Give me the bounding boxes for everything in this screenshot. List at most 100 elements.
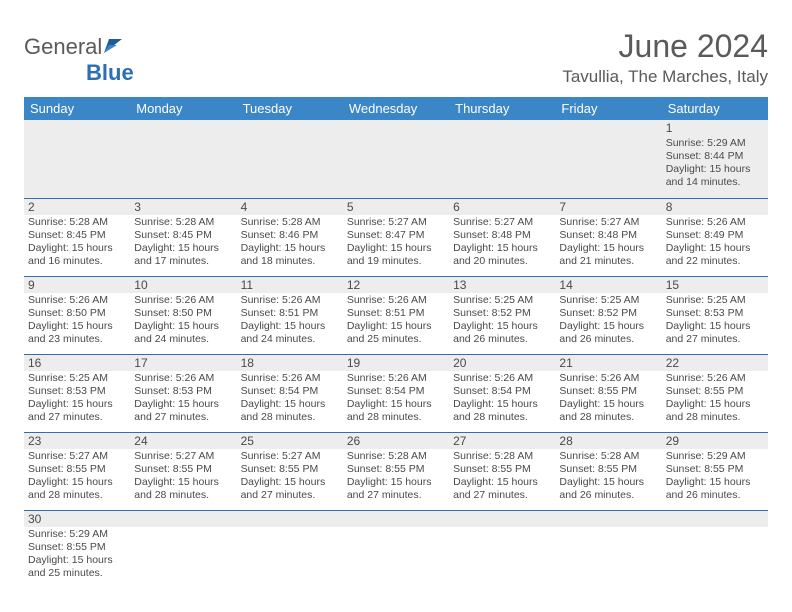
day-number: 29 [662,433,768,449]
daylight-line: Daylight: 15 hours and 20 minutes. [453,242,551,268]
sunrise-line: Sunrise: 5:26 AM [666,216,764,229]
day-cell: 25Sunrise: 5:27 AMSunset: 8:55 PMDayligh… [237,433,343,511]
day-header: Saturday [662,97,768,120]
day-cell: 17Sunrise: 5:26 AMSunset: 8:53 PMDayligh… [130,355,236,433]
sunset-line: Sunset: 8:45 PM [28,229,126,242]
sunset-line: Sunset: 8:52 PM [453,307,551,320]
sunrise-line: Sunrise: 5:28 AM [559,450,657,463]
sunrise-line: Sunrise: 5:25 AM [666,294,764,307]
sunrise-line: Sunrise: 5:27 AM [241,450,339,463]
day-cell: 7Sunrise: 5:27 AMSunset: 8:48 PMDaylight… [555,199,661,277]
day-number [237,511,343,527]
day-number: 12 [343,277,449,293]
day-number [24,120,130,198]
day-number: 27 [449,433,555,449]
sunset-line: Sunset: 8:51 PM [347,307,445,320]
day-content: Sunrise: 5:26 AMSunset: 8:49 PMDaylight:… [662,215,768,271]
day-cell [237,120,343,199]
day-number [449,120,555,198]
day-content: Sunrise: 5:25 AMSunset: 8:53 PMDaylight:… [662,293,768,349]
day-header: Wednesday [343,97,449,120]
sunrise-line: Sunrise: 5:27 AM [347,216,445,229]
day-cell: 13Sunrise: 5:25 AMSunset: 8:52 PMDayligh… [449,277,555,355]
sunset-line: Sunset: 8:54 PM [453,385,551,398]
sunset-line: Sunset: 8:48 PM [453,229,551,242]
sunset-line: Sunset: 8:55 PM [28,463,126,476]
day-cell: 12Sunrise: 5:26 AMSunset: 8:51 PMDayligh… [343,277,449,355]
day-cell: 18Sunrise: 5:26 AMSunset: 8:54 PMDayligh… [237,355,343,433]
day-content: Sunrise: 5:27 AMSunset: 8:48 PMDaylight:… [555,215,661,271]
logo-text-blue: Blue [86,60,134,85]
daylight-line: Daylight: 15 hours and 27 minutes. [666,320,764,346]
sunset-line: Sunset: 8:55 PM [453,463,551,476]
daylight-line: Daylight: 15 hours and 27 minutes. [241,476,339,502]
sunrise-line: Sunrise: 5:26 AM [134,294,232,307]
day-cell [130,511,236,589]
day-number: 9 [24,277,130,293]
sunset-line: Sunset: 8:53 PM [666,307,764,320]
sunrise-line: Sunrise: 5:29 AM [28,528,126,541]
day-number [343,511,449,527]
day-content: Sunrise: 5:29 AMSunset: 8:55 PMDaylight:… [662,449,768,505]
daylight-line: Daylight: 15 hours and 23 minutes. [28,320,126,346]
sunset-line: Sunset: 8:53 PM [134,385,232,398]
sunrise-line: Sunrise: 5:28 AM [453,450,551,463]
day-cell: 11Sunrise: 5:26 AMSunset: 8:51 PMDayligh… [237,277,343,355]
day-header: Tuesday [237,97,343,120]
day-content: Sunrise: 5:29 AMSunset: 8:44 PMDaylight:… [662,136,768,192]
sunrise-line: Sunrise: 5:26 AM [453,372,551,385]
day-content: Sunrise: 5:28 AMSunset: 8:46 PMDaylight:… [237,215,343,271]
day-content: Sunrise: 5:29 AMSunset: 8:55 PMDaylight:… [24,527,130,583]
daylight-line: Daylight: 15 hours and 25 minutes. [347,320,445,346]
sunset-line: Sunset: 8:48 PM [559,229,657,242]
title-block: June 2024 Tavullia, The Marches, Italy [562,28,768,87]
day-content: Sunrise: 5:26 AMSunset: 8:55 PMDaylight:… [662,371,768,427]
day-number: 2 [24,199,130,215]
daylight-line: Daylight: 15 hours and 22 minutes. [666,242,764,268]
day-content: Sunrise: 5:28 AMSunset: 8:55 PMDaylight:… [555,449,661,505]
day-number [449,511,555,527]
day-content: Sunrise: 5:26 AMSunset: 8:55 PMDaylight:… [555,371,661,427]
day-content: Sunrise: 5:27 AMSunset: 8:47 PMDaylight:… [343,215,449,271]
day-number: 1 [662,120,768,136]
day-number: 22 [662,355,768,371]
day-number: 24 [130,433,236,449]
day-number: 10 [130,277,236,293]
day-number: 30 [24,511,130,527]
day-content: Sunrise: 5:26 AMSunset: 8:51 PMDaylight:… [237,293,343,349]
sunset-line: Sunset: 8:46 PM [241,229,339,242]
sunrise-line: Sunrise: 5:25 AM [28,372,126,385]
daylight-line: Daylight: 15 hours and 17 minutes. [134,242,232,268]
daylight-line: Daylight: 15 hours and 28 minutes. [28,476,126,502]
month-title: June 2024 [562,28,768,65]
day-content: Sunrise: 5:26 AMSunset: 8:50 PMDaylight:… [130,293,236,349]
week-row: 9Sunrise: 5:26 AMSunset: 8:50 PMDaylight… [24,277,768,355]
day-cell [343,511,449,589]
sunrise-line: Sunrise: 5:26 AM [134,372,232,385]
day-cell: 30Sunrise: 5:29 AMSunset: 8:55 PMDayligh… [24,511,130,589]
sunset-line: Sunset: 8:55 PM [559,463,657,476]
day-number: 11 [237,277,343,293]
day-header: Monday [130,97,236,120]
location-text: Tavullia, The Marches, Italy [562,67,768,87]
sunrise-line: Sunrise: 5:27 AM [134,450,232,463]
sunrise-line: Sunrise: 5:28 AM [241,216,339,229]
day-cell [449,511,555,589]
day-number: 23 [24,433,130,449]
day-number: 17 [130,355,236,371]
day-cell: 27Sunrise: 5:28 AMSunset: 8:55 PMDayligh… [449,433,555,511]
day-number: 20 [449,355,555,371]
day-content: Sunrise: 5:26 AMSunset: 8:54 PMDaylight:… [237,371,343,427]
day-cell: 19Sunrise: 5:26 AMSunset: 8:54 PMDayligh… [343,355,449,433]
day-cell: 16Sunrise: 5:25 AMSunset: 8:53 PMDayligh… [24,355,130,433]
week-row: 30Sunrise: 5:29 AMSunset: 8:55 PMDayligh… [24,511,768,589]
day-cell: 22Sunrise: 5:26 AMSunset: 8:55 PMDayligh… [662,355,768,433]
daylight-line: Daylight: 15 hours and 28 minutes. [559,398,657,424]
daylight-line: Daylight: 15 hours and 27 minutes. [134,398,232,424]
daylight-line: Daylight: 15 hours and 14 minutes. [666,163,764,189]
day-cell [555,120,661,199]
day-cell: 5Sunrise: 5:27 AMSunset: 8:47 PMDaylight… [343,199,449,277]
day-number: 4 [237,199,343,215]
daylight-line: Daylight: 15 hours and 28 minutes. [666,398,764,424]
sunrise-line: Sunrise: 5:28 AM [347,450,445,463]
